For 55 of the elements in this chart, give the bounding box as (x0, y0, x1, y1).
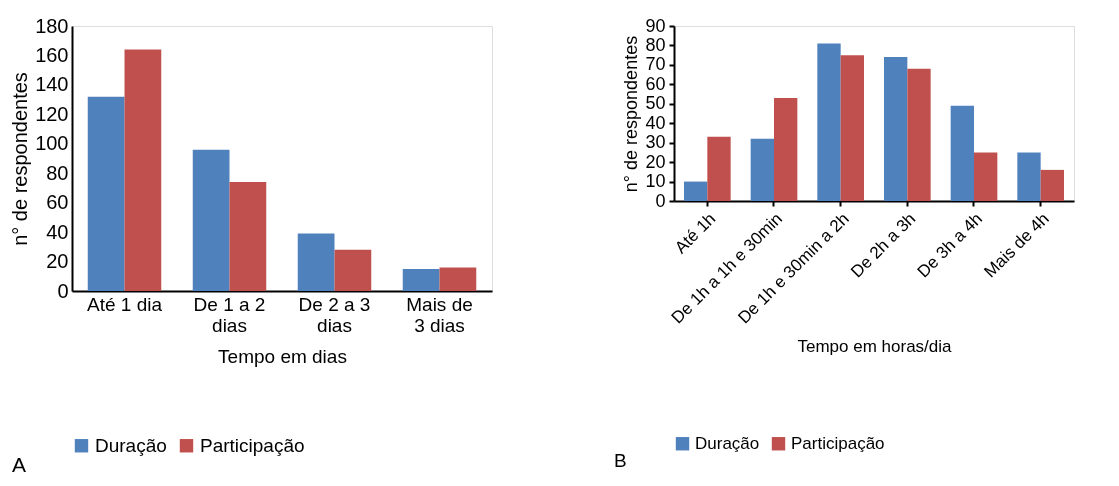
bar (707, 136, 731, 201)
y-tick-label: 10 (645, 171, 666, 192)
bar (684, 181, 708, 201)
y-tick-label: 50 (645, 93, 666, 114)
y-axis-title: n° de respondentes (9, 72, 32, 246)
y-tick-label: 120 (35, 102, 69, 125)
y-tick-label: 0 (57, 279, 69, 302)
bar (192, 149, 230, 291)
y-tick-label: 160 (35, 43, 69, 66)
y-tick-label: 40 (645, 112, 666, 133)
legend-label: Participação (791, 433, 885, 453)
legend-label: Duração (695, 433, 760, 453)
text: A (12, 453, 27, 476)
bar (402, 268, 440, 291)
bar (229, 182, 267, 291)
x-tick-label: De 1 a 2 dias (193, 293, 266, 336)
x-tick-label: De 2 a 3 dias (298, 293, 371, 336)
bar (840, 55, 864, 201)
bar (1017, 152, 1041, 201)
bar (334, 249, 372, 291)
bar (974, 152, 998, 201)
bar (950, 105, 974, 201)
y-tick-label: 20 (46, 250, 69, 273)
y-tick-label: 20 (645, 151, 666, 172)
y-tick-label: 80 (645, 34, 666, 55)
bar (439, 267, 477, 291)
y-tick-label: 60 (645, 73, 666, 94)
y-tick-label: 0 (655, 190, 666, 211)
text: B (614, 450, 627, 471)
legend-label: Participação (200, 434, 305, 456)
bar (907, 68, 931, 201)
bar (774, 97, 798, 201)
y-tick-label: 80 (46, 161, 69, 184)
x-axis-title: Tempo em dias (218, 345, 347, 367)
bar (87, 96, 125, 291)
x-tick-label: Até 1 dia (87, 293, 163, 315)
bar (750, 138, 774, 201)
x-axis-title: Tempo em horas/dia (797, 336, 953, 356)
y-tick-label: 60 (46, 191, 69, 214)
bar (1040, 169, 1064, 201)
bar (817, 43, 841, 201)
x-tick-label: Até 1h (671, 209, 720, 258)
y-tick-label: 180 (35, 14, 69, 37)
y-tick-label: 70 (645, 54, 666, 75)
bar (884, 57, 908, 201)
y-tick-label: 30 (645, 132, 666, 153)
x-tick-label: Mais de 3 dias (406, 293, 473, 336)
y-tick-label: 140 (35, 73, 69, 96)
y-tick-label: 40 (46, 220, 69, 243)
bar (124, 49, 162, 291)
bar (297, 233, 335, 291)
y-tick-label: 90 (645, 15, 666, 36)
legend-label: Duração (95, 434, 167, 456)
y-axis-title: n° de respondentes (621, 35, 642, 193)
y-tick-label: 100 (35, 132, 69, 155)
